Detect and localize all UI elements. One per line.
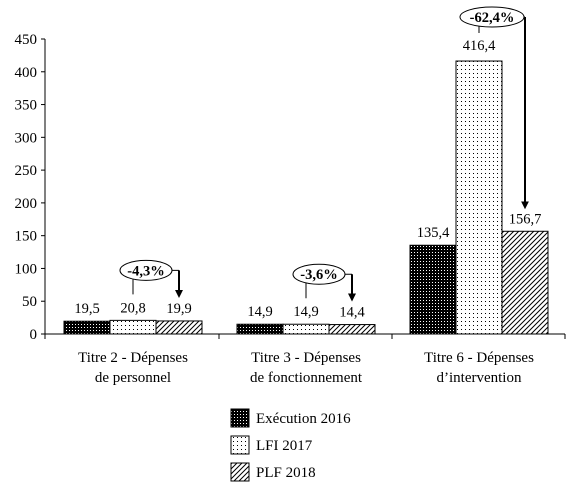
data-label: 416,4: [463, 38, 496, 54]
annotation-label: -3,6%: [300, 267, 337, 283]
data-label: 14,9: [247, 304, 272, 320]
y-tick-label: 0: [30, 327, 38, 343]
y-tick-label: 200: [15, 196, 38, 212]
annotations: -4,3% -3,6% -62,4%: [119, 6, 529, 302]
legend-swatch: [230, 435, 250, 455]
annotation-label: -62,4%: [470, 10, 515, 26]
y-tick-label: 150: [15, 229, 38, 245]
annotation-label: -4,3%: [127, 263, 164, 279]
bar: [455, 60, 503, 335]
category-label: de personnel: [95, 370, 171, 386]
data-labels: 19,5 14,9 135,4 20,8 14,9 416,4 19,9 14,4 156,7: [74, 38, 541, 321]
category-label: Titre 6 - Dépenses: [424, 350, 534, 366]
y-tick-label: 450: [15, 32, 38, 48]
bar: [109, 319, 157, 335]
bar: [501, 230, 549, 335]
data-label: 135,4: [417, 225, 450, 241]
y-tick-label: 400: [15, 65, 38, 81]
category-label: Titre 2 - Dépenses: [78, 350, 188, 366]
bar: [328, 324, 376, 335]
data-label: 19,5: [74, 301, 99, 317]
y-tick-label: 350: [15, 98, 38, 114]
bar: [409, 244, 457, 335]
annotation-ellipse: [119, 259, 173, 281]
legend-label: LFI 2017: [256, 438, 313, 454]
axes: 0 50 100 150 200 250 300 350 400 450: [15, 32, 566, 343]
bar: [155, 320, 203, 335]
data-label: 14,4: [339, 305, 365, 321]
legend-label: Exécution 2016: [256, 411, 351, 427]
legend-label: PLF 2018: [256, 465, 316, 481]
bar: [63, 320, 111, 335]
y-tick-label: 250: [15, 163, 38, 179]
data-label: 14,9: [293, 304, 318, 320]
category-label: de fonctionnement: [250, 370, 363, 386]
annotation-ellipse: [292, 263, 346, 285]
bars: [63, 60, 549, 335]
data-label: 19,9: [166, 301, 191, 317]
category-labels: Titre 2 - Dépenses de personnel Titre 3 - …: [78, 350, 534, 386]
data-label: 156,7: [509, 211, 542, 227]
bar: [236, 323, 284, 335]
legend: Exécution 2016 LFI 2017 PLF 2018: [230, 408, 351, 482]
bar: [282, 323, 330, 335]
legend-swatch: [230, 408, 250, 428]
category-label: Titre 3 - Dépenses: [251, 350, 361, 366]
y-tick-label: 300: [15, 130, 38, 146]
annotation-ellipse: [459, 6, 525, 28]
category-label: d’intervention: [437, 370, 522, 386]
data-label: 20,8: [120, 300, 145, 316]
y-tick-label: 100: [15, 261, 38, 277]
legend-swatch: [230, 462, 250, 482]
y-tick-label: 50: [22, 294, 37, 310]
